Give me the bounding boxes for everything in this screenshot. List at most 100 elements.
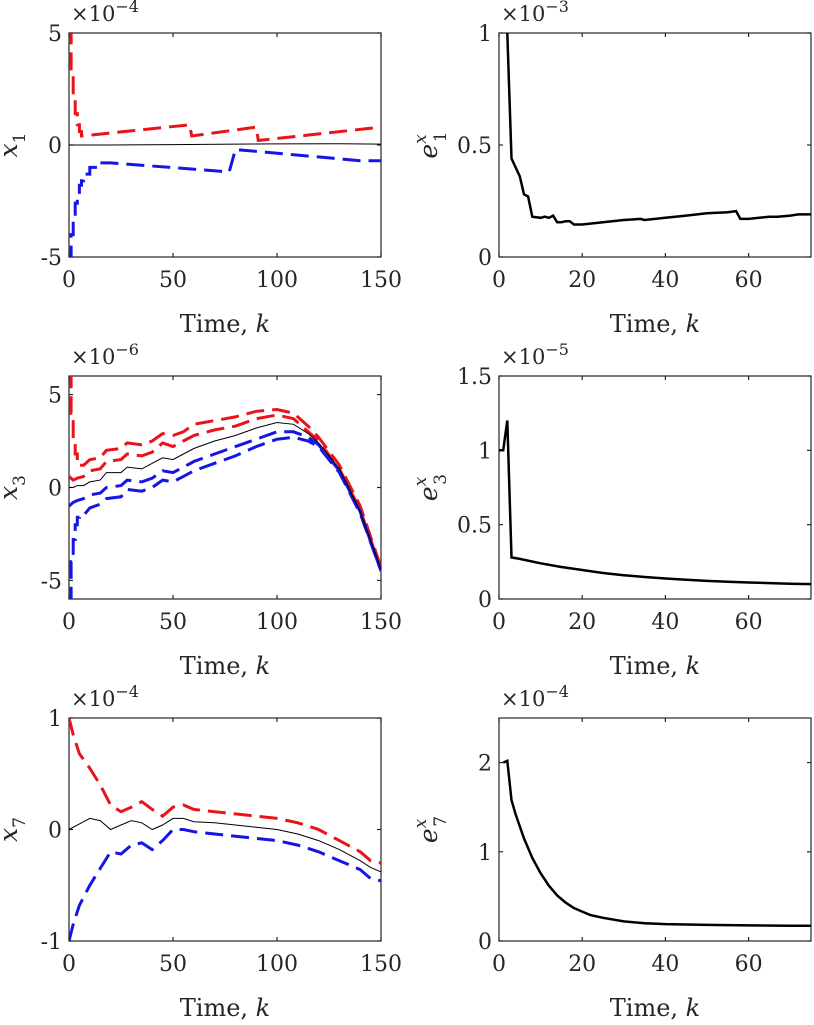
x-tick-label: 50 (159, 268, 187, 293)
x-tick-label: 0 (62, 952, 76, 977)
x-tick-label: 60 (735, 610, 763, 635)
x-axis-title: Time, k (610, 652, 700, 680)
x-axis-title: Time, k (610, 994, 700, 1022)
y-tick-label: 0 (478, 930, 492, 955)
x-tick-label: 20 (568, 610, 596, 635)
x-axis-title-text: Time, (180, 994, 256, 1022)
x-tick-label: 150 (360, 610, 402, 635)
series-line-error (502, 758, 811, 928)
series-line-lower-outer (69, 435, 381, 599)
series-line-estimate (69, 817, 381, 873)
y-axis-label-sub: 3 (431, 474, 451, 485)
x-axis-title: Time, k (180, 652, 270, 680)
x-axis-title-var: k (256, 652, 271, 680)
y-axis-label-sup: x (411, 818, 431, 828)
exponent-base: ×10 (501, 2, 545, 26)
y-axis-label: ex1 (411, 131, 451, 158)
y-axis-label-main: e (414, 828, 443, 843)
axes-box (498, 717, 812, 942)
x-axis-title-var: k (686, 994, 701, 1022)
axes-box (498, 375, 812, 600)
y-tick-label: 0.5 (457, 134, 492, 159)
series-line-upper-outer (69, 376, 381, 568)
x-axis-title-text: Time, (180, 652, 256, 680)
x-tick-label: 0 (492, 952, 506, 977)
x-tick-label: 60 (735, 268, 763, 293)
x-tick-label: 50 (159, 610, 187, 635)
axes-box (498, 32, 812, 258)
y-tick-label: 0.5 (457, 514, 492, 539)
y-axis-label-sub: 7 (10, 817, 30, 828)
x-axis-title-text: Time, (610, 994, 686, 1022)
axis-exponent-label: ×10−4 (501, 682, 569, 711)
x-tick-label: 60 (735, 952, 763, 977)
y-tick-label: 2 (478, 752, 492, 777)
y-tick-label: 1 (478, 841, 492, 866)
y-axis-label: ex3 (411, 474, 451, 501)
series-line-upper-inner (69, 413, 381, 570)
x-tick-label: 0 (62, 610, 76, 635)
axis-exponent-label: ×10−4 (71, 682, 139, 711)
y-axis-label-main: x (0, 828, 23, 842)
y-axis-label: x1 (0, 133, 30, 158)
x-tick-label: 100 (256, 268, 298, 293)
series-line-lower-inner (69, 430, 381, 572)
y-tick-label: 5 (48, 384, 62, 409)
subplot-e1: 0 20 40 60 0 0.5 1 ×10−3 Time, k ex1 (411, 0, 812, 338)
y-tick-label: -1 (41, 930, 62, 955)
x-axis-title-text: Time, (610, 310, 686, 338)
exponent-base: ×10 (71, 687, 115, 711)
axis-exponent-label: ×10−4 (71, 0, 139, 26)
x-axis-title: Time, k (180, 310, 270, 338)
y-axis-label: ex7 (411, 816, 451, 843)
subplot-e3: 0 20 40 60 0 0.5 1 1.5 ×10−5 Time, k ex3 (411, 340, 812, 680)
x-tick-label: 0 (62, 268, 76, 293)
x-tick-label: 40 (651, 610, 679, 635)
axes-box (68, 717, 382, 942)
x-axis-title-var: k (686, 310, 701, 338)
y-axis-label-sup: x (411, 134, 431, 144)
x-tick-label: 40 (651, 268, 679, 293)
series-line-estimate (69, 421, 381, 570)
y-tick-label: 1 (478, 439, 492, 464)
y-axis-label-sub: 1 (431, 131, 451, 142)
y-tick-label: -5 (41, 246, 62, 271)
y-axis-label-sub: 1 (10, 133, 30, 144)
exponent-power: −5 (545, 340, 569, 359)
x-tick-label: 0 (492, 610, 506, 635)
y-axis-label-main: e (414, 144, 443, 159)
x-axis-title: Time, k (180, 994, 270, 1022)
axis-exponent-label: ×10−5 (501, 340, 569, 369)
subplot-e7: 0 20 40 60 0 1 2 ×10−4 Time, k ex7 (411, 682, 812, 1022)
x-tick-label: 40 (651, 952, 679, 977)
series-line-estimate (69, 143, 381, 146)
y-tick-label: 0 (48, 134, 62, 159)
y-axis-label: x3 (0, 475, 30, 500)
exponent-power: −6 (115, 340, 139, 359)
x-tick-label: 100 (256, 952, 298, 977)
x-axis-title-var: k (686, 652, 701, 680)
x-tick-label: 100 (256, 610, 298, 635)
series-line-upper (69, 718, 381, 865)
y-axis-label-sub: 7 (431, 816, 451, 827)
x-tick-label: 50 (159, 952, 187, 977)
x-tick-label: 0 (492, 268, 506, 293)
y-tick-label: 1 (48, 707, 62, 732)
exponent-power: −4 (115, 682, 139, 701)
x-tick-label: 20 (568, 268, 596, 293)
y-tick-label: 0 (48, 477, 62, 502)
y-tick-label: 0 (478, 246, 492, 271)
y-tick-label: 5 (48, 22, 62, 47)
y-axis-label-sup: x (411, 476, 431, 486)
axis-exponent-label: ×10−3 (501, 0, 569, 26)
y-axis-label-main: e (414, 486, 443, 501)
y-tick-label: -5 (41, 569, 62, 594)
series-line-error (506, 33, 811, 226)
y-axis-label-main: x (0, 143, 23, 157)
y-axis-label: x7 (0, 817, 30, 842)
exponent-base: ×10 (71, 345, 115, 369)
exponent-base: ×10 (71, 2, 115, 26)
